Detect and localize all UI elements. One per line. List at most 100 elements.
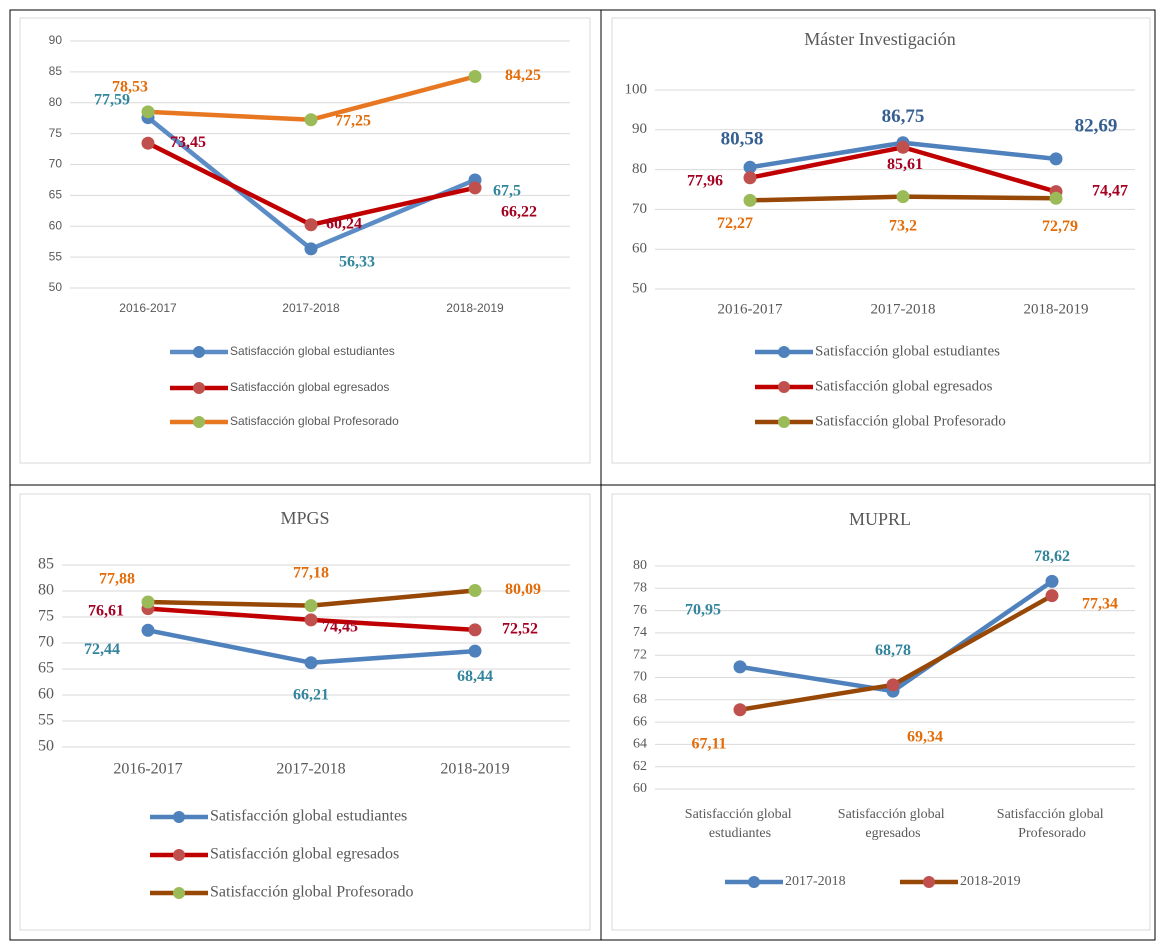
chart-frame	[611, 17, 1151, 464]
point-marker	[304, 599, 318, 613]
point-marker	[141, 136, 155, 150]
y-tick-label: 50	[49, 280, 63, 294]
value-label: 67,5	[493, 183, 521, 200]
point-marker	[886, 678, 900, 692]
x-tick-label: 2016-2017	[718, 301, 783, 317]
point-marker	[468, 70, 482, 84]
y-tick-label: 76	[633, 603, 647, 618]
value-label: 82,69	[1075, 115, 1118, 136]
value-label: 72,27	[717, 215, 753, 232]
chart-frame	[19, 17, 591, 464]
legend-label: Satisfacción global Profesorado	[210, 884, 414, 901]
y-tick-label: 90	[49, 33, 63, 47]
value-label: 85,61	[887, 156, 923, 173]
value-label: 80,09	[505, 581, 541, 598]
legend-marker	[173, 887, 185, 899]
y-tick-label: 70	[633, 670, 647, 685]
value-label: 74,45	[322, 619, 358, 636]
y-tick-label: 80	[632, 161, 647, 177]
value-label: 77,88	[99, 571, 135, 588]
point-marker	[304, 656, 318, 670]
x-tick-label: 2017-2018	[282, 301, 340, 315]
value-label: 74,47	[1092, 182, 1128, 199]
x-tick-label: 2016-2017	[113, 761, 182, 778]
point-marker	[896, 140, 910, 154]
y-tick-label: 74	[633, 625, 647, 640]
y-tick-label: 70	[49, 157, 63, 171]
y-tick-label: 62	[633, 759, 647, 774]
legend-marker	[748, 876, 760, 888]
value-label: 72,52	[502, 621, 538, 638]
value-label: 77,96	[687, 172, 723, 189]
y-tick-label: 70	[38, 634, 54, 651]
point-marker	[468, 181, 482, 195]
legend-label: Satisfacción global estudiantes	[230, 344, 395, 358]
point-marker	[304, 218, 318, 232]
point-marker	[468, 644, 482, 658]
value-label: 68,44	[457, 668, 493, 685]
point-marker	[468, 584, 482, 598]
value-label: 72,79	[1042, 218, 1078, 235]
y-tick-label: 80	[38, 582, 54, 599]
point-marker	[304, 113, 318, 127]
value-label: 84,25	[505, 67, 541, 84]
value-label: 76,61	[88, 602, 124, 619]
point-marker	[1045, 589, 1059, 603]
y-tick-label: 68	[633, 692, 647, 707]
point-marker	[1049, 152, 1063, 166]
y-tick-label: 50	[38, 738, 54, 755]
y-tick-label: 55	[49, 249, 63, 263]
x-tick-label: Satisfacción global estudiantes	[685, 807, 795, 841]
point-marker	[743, 160, 757, 174]
y-tick-label: 75	[49, 126, 63, 140]
y-tick-label: 80	[633, 558, 647, 573]
y-tick-label: 90	[632, 121, 647, 137]
point-marker	[141, 623, 155, 637]
y-tick-label: 75	[38, 608, 54, 625]
chart-title: MUPRL	[849, 509, 911, 529]
x-tick-label: 2018-2019	[446, 301, 504, 315]
point-marker	[141, 105, 155, 119]
value-label: 70,95	[685, 602, 721, 619]
y-tick-label: 60	[633, 781, 647, 796]
value-label: 78,62	[1034, 548, 1070, 565]
outer-border	[9, 9, 1156, 941]
y-tick-label: 72	[633, 647, 647, 662]
y-tick-label: 78	[633, 581, 647, 596]
chart-frame	[611, 493, 1151, 931]
y-tick-label: 70	[632, 201, 647, 217]
value-label: 72,44	[84, 641, 120, 658]
point-marker	[304, 242, 318, 256]
legend-marker	[193, 416, 205, 428]
legend-marker	[173, 811, 185, 823]
point-marker	[1049, 191, 1063, 205]
y-tick-label: 65	[49, 188, 63, 202]
y-tick-label: 85	[38, 556, 54, 573]
point-marker	[896, 190, 910, 204]
chart-title: Máster Investigación	[804, 29, 955, 49]
value-label: 77,25	[335, 112, 371, 129]
value-label: 77,18	[293, 564, 329, 581]
value-label: 77,59	[94, 91, 130, 108]
legend-label: Satisfacción global estudiantes	[815, 343, 1000, 359]
y-tick-label: 64	[633, 737, 647, 752]
legend-label: Satisfacción global egresados	[815, 378, 993, 394]
value-label: 80,58	[721, 129, 764, 150]
point-marker	[733, 660, 747, 674]
value-label: 60,24	[326, 215, 362, 232]
point-marker	[468, 623, 482, 637]
value-label: 67,11	[691, 735, 726, 752]
legend-marker	[193, 346, 205, 358]
value-label: 66,22	[501, 204, 537, 221]
y-tick-label: 100	[625, 81, 648, 97]
x-tick-label: 2018-2019	[1024, 301, 1089, 317]
x-tick-label: 2017-2018	[276, 761, 345, 778]
x-tick-label: Satisfacción global Profesorado	[997, 807, 1107, 841]
y-tick-label: 55	[38, 712, 54, 729]
chart-title: MPGS	[280, 508, 329, 528]
y-tick-label: 65	[38, 660, 54, 677]
x-tick-label: 2017-2018	[871, 301, 936, 317]
chart-frame	[19, 493, 591, 931]
point-marker	[743, 193, 757, 207]
